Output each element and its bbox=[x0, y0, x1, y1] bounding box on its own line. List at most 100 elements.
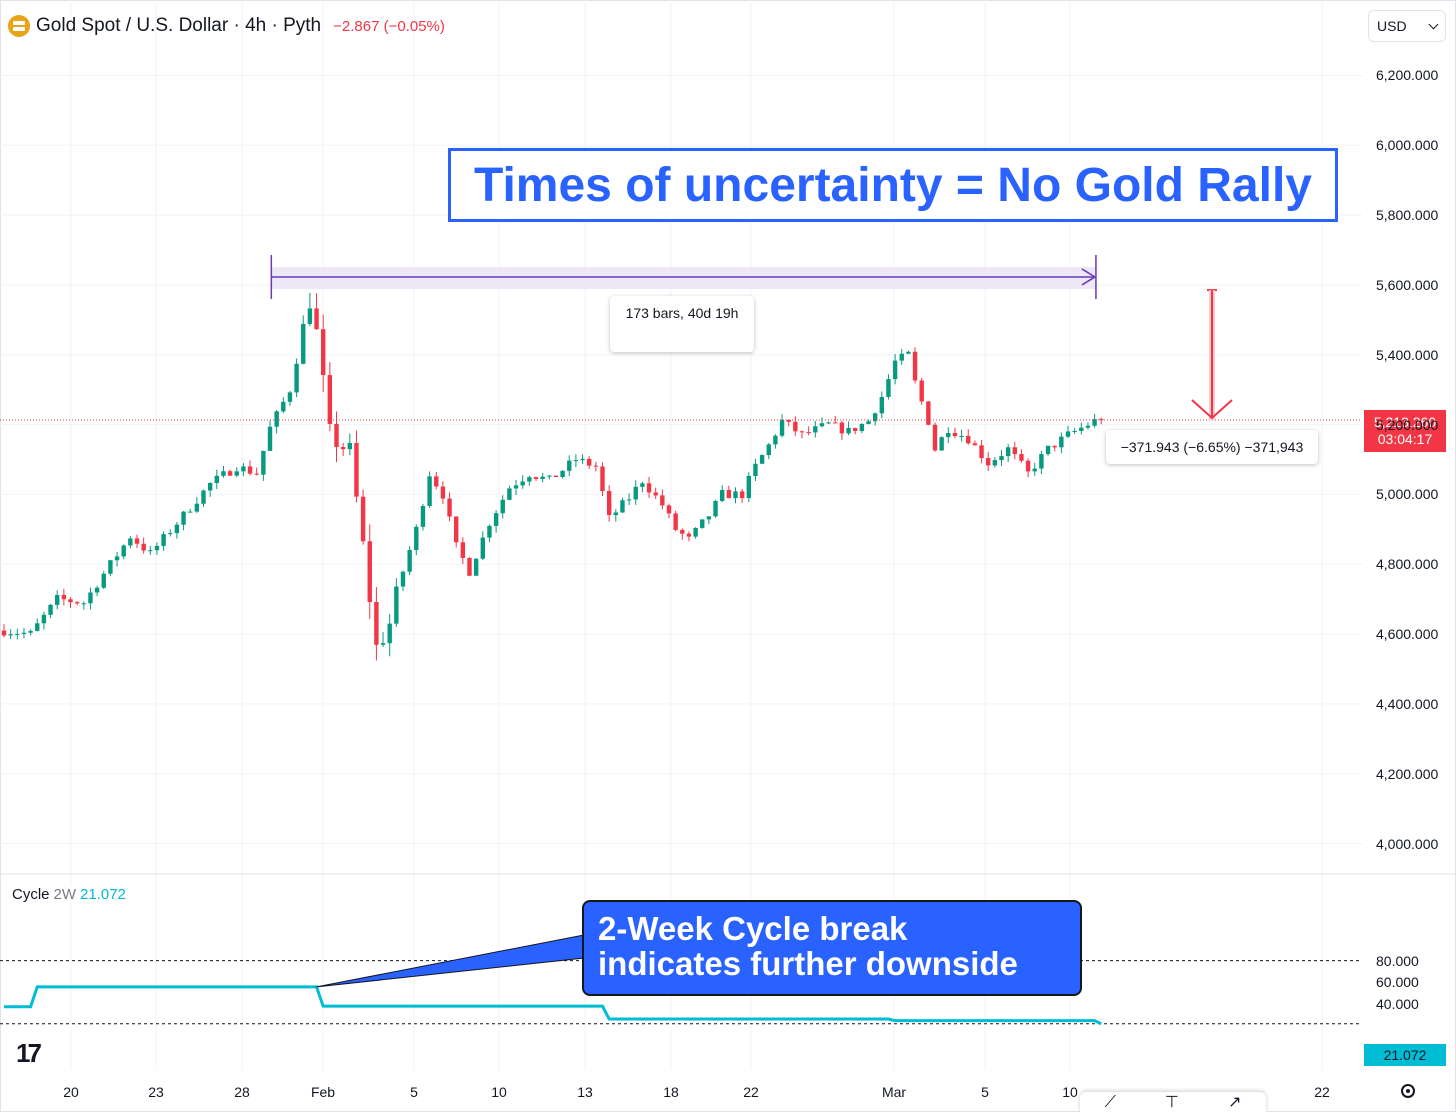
time-tick-label: 13 bbox=[577, 1084, 593, 1100]
candle-up bbox=[1059, 436, 1064, 448]
price-tick-label: 4,800.000 bbox=[1376, 556, 1439, 573]
candle-up bbox=[108, 560, 113, 574]
candle-down bbox=[354, 443, 359, 497]
candle-up bbox=[892, 360, 898, 380]
drawings bbox=[0, 254, 1362, 988]
candle-down bbox=[660, 495, 665, 506]
candle-up bbox=[527, 477, 532, 482]
candle-down bbox=[593, 465, 599, 467]
candle-up bbox=[939, 437, 944, 451]
candle-down bbox=[726, 490, 732, 499]
candle-down bbox=[1052, 445, 1057, 448]
candle-up bbox=[567, 460, 572, 471]
headline-annotation[interactable]: Times of uncertainty = No Gold Rally bbox=[448, 148, 1338, 222]
time-tick-label: 10 bbox=[1062, 1084, 1078, 1100]
last-price-badge: 5,213.260 03:04:17 bbox=[1364, 410, 1446, 452]
candle-down bbox=[467, 557, 472, 576]
candle-down bbox=[806, 432, 811, 434]
date-range-arrow bbox=[1081, 268, 1097, 286]
candle-down bbox=[314, 308, 319, 330]
candle-up bbox=[55, 594, 60, 605]
candle-up bbox=[899, 353, 904, 361]
candle-down bbox=[1012, 447, 1017, 455]
candle-up bbox=[886, 379, 891, 397]
forecast-tool-icon[interactable]: ↗ bbox=[1227, 1094, 1242, 1111]
candle-up bbox=[866, 421, 871, 424]
candle-up bbox=[959, 436, 964, 438]
price-range-arrow bbox=[1191, 399, 1233, 420]
price-range-label: −371.943 (−6.65%) −371,943 bbox=[1106, 430, 1318, 464]
symbol-title[interactable]: Gold Spot / U.S. Dollar · 4h · Pyth bbox=[36, 15, 322, 36]
price-tick-label: 5,200.000 bbox=[1376, 416, 1439, 433]
currency-selector[interactable]: USD bbox=[1368, 10, 1446, 42]
candle-up bbox=[294, 363, 299, 393]
candle-up bbox=[188, 511, 193, 513]
gear-icon[interactable] bbox=[1401, 1084, 1415, 1098]
candle-down bbox=[600, 466, 605, 492]
candle-up bbox=[846, 427, 851, 434]
candle-down bbox=[646, 483, 652, 493]
chevron-down-icon bbox=[1428, 19, 1439, 29]
candle-up bbox=[473, 558, 479, 576]
candle-down bbox=[666, 505, 672, 514]
candle-up bbox=[148, 550, 153, 552]
candle-up bbox=[128, 538, 133, 546]
candle-down bbox=[1025, 460, 1031, 472]
candle-up bbox=[560, 470, 565, 478]
symbol-header[interactable]: Gold Spot / U.S. Dollar · 4h · Pyth −2.8… bbox=[8, 12, 445, 40]
candle-up bbox=[347, 443, 352, 450]
candle-up bbox=[221, 471, 226, 476]
date-range-label: 173 bars, 40d 19h bbox=[610, 296, 754, 352]
candle-up bbox=[28, 630, 33, 633]
candle-down bbox=[839, 422, 845, 434]
candle-down bbox=[587, 458, 592, 466]
candle-up bbox=[826, 422, 831, 424]
time-tick-label: Mar bbox=[881, 1084, 907, 1100]
candle-up bbox=[287, 392, 293, 402]
candle-up bbox=[487, 525, 492, 538]
candle-up bbox=[540, 476, 545, 480]
candle-down bbox=[853, 427, 858, 432]
candle-down bbox=[653, 492, 658, 496]
price-tick-label: 4,600.000 bbox=[1376, 626, 1439, 643]
candle-up bbox=[407, 550, 412, 572]
gold-bars-icon bbox=[8, 15, 30, 37]
candle-up bbox=[234, 471, 239, 476]
candle-up bbox=[493, 513, 499, 526]
candle-up bbox=[101, 573, 106, 588]
price-tick-label: 5,400.000 bbox=[1376, 346, 1439, 363]
cycle-callout[interactable]: 2-Week Cycle break indicates further dow… bbox=[582, 900, 1082, 996]
time-tick-label: 5 bbox=[410, 1084, 418, 1100]
candle-up bbox=[15, 633, 20, 635]
candle-down bbox=[74, 602, 80, 604]
candle-up bbox=[1085, 425, 1091, 428]
time-tick-label: 10 bbox=[491, 1084, 507, 1100]
candle-up bbox=[999, 456, 1004, 461]
candle-up bbox=[281, 401, 286, 412]
cycle-tick-label: 60.000 bbox=[1376, 974, 1419, 991]
price-tick-label: 5,800.000 bbox=[1376, 207, 1439, 224]
indicator-legend[interactable]: Cycle 2W 21.072 bbox=[12, 886, 130, 903]
candle-up bbox=[773, 435, 778, 445]
candle-down bbox=[932, 424, 938, 451]
candle-up bbox=[201, 490, 206, 504]
candle-up bbox=[693, 527, 698, 537]
candle-down bbox=[340, 447, 346, 450]
price-tick-label: 4,400.000 bbox=[1376, 695, 1439, 712]
candle-down bbox=[447, 498, 452, 517]
candle-up bbox=[859, 423, 865, 432]
bar-countdown: 03:04:17 bbox=[1377, 431, 1433, 447]
candle-up bbox=[267, 426, 273, 451]
candle-up bbox=[547, 475, 552, 477]
candle-up bbox=[500, 499, 505, 514]
price-tick-label: 4,000.000 bbox=[1376, 835, 1439, 852]
candle-up bbox=[626, 499, 632, 501]
time-tick-label: 20 bbox=[63, 1084, 79, 1100]
trend-tool-icon[interactable]: ⟋ bbox=[1104, 1094, 1116, 1111]
cycle-value-badge: 21.072 bbox=[1364, 1044, 1446, 1066]
anchor-tool-icon[interactable]: ⊤ bbox=[1164, 1094, 1179, 1111]
candle-down bbox=[553, 475, 559, 478]
candle-down bbox=[141, 543, 146, 551]
candle-up bbox=[613, 512, 618, 516]
cycle-line bbox=[4, 985, 1102, 1026]
